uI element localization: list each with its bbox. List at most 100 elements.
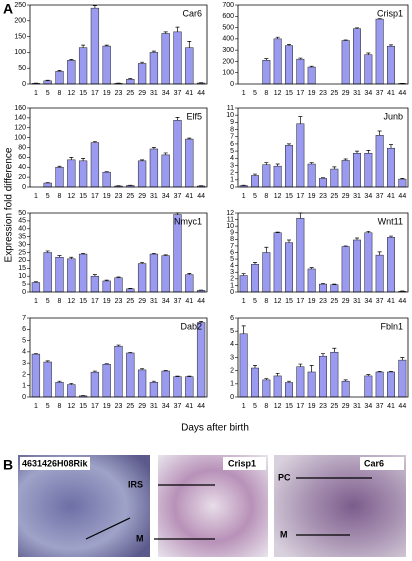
error-bar xyxy=(355,237,359,240)
bar xyxy=(307,371,316,398)
x-tick-label: 23 xyxy=(319,90,327,97)
y-tick-label: 0 xyxy=(22,184,26,191)
x-tick-label: 37 xyxy=(376,403,384,410)
y-tick-label: 60 xyxy=(18,154,26,161)
error-bar xyxy=(389,235,393,238)
x-tick-label: 29 xyxy=(138,403,146,410)
y-tick-label: 100 xyxy=(14,134,26,141)
y-tick-label: 7 xyxy=(22,315,26,322)
chart-title: Wnt11 xyxy=(378,216,403,226)
bar xyxy=(296,366,305,398)
error-bar xyxy=(92,274,97,277)
y-tick-label: 10 xyxy=(18,273,26,280)
bar xyxy=(78,160,88,188)
y-tick-label: 6 xyxy=(230,249,234,256)
y-tick-label: 140 xyxy=(14,115,26,122)
x-tick-label: 5 xyxy=(46,403,50,410)
bar xyxy=(173,31,182,85)
error-bar xyxy=(104,279,109,281)
x-tick-label: 37 xyxy=(376,193,384,200)
x-tick-label: 44 xyxy=(197,193,205,200)
x-tick-label: 8 xyxy=(58,90,62,97)
image-title: 4631426H08Rik xyxy=(22,458,89,468)
x-tick-label: 31 xyxy=(150,193,158,200)
annotation: M xyxy=(136,533,144,543)
bar xyxy=(307,66,316,85)
x-tick-label: 44 xyxy=(398,193,406,200)
error-bar xyxy=(253,173,257,176)
x-tick-label: 23 xyxy=(115,90,123,97)
bar xyxy=(398,178,407,188)
bar xyxy=(67,60,76,85)
image-title: Car6 xyxy=(364,458,384,468)
y-tick-label: 35 xyxy=(18,234,26,241)
error-bar xyxy=(366,52,371,55)
x-tick-label: 15 xyxy=(285,403,293,410)
bar xyxy=(196,322,206,398)
pointer-line xyxy=(85,517,131,540)
bar xyxy=(239,333,248,398)
x-tick-label: 44 xyxy=(398,298,406,305)
bar xyxy=(353,152,361,188)
x-tick-label: 5 xyxy=(253,403,257,410)
x-tick-label: 34 xyxy=(364,403,372,410)
error-bar xyxy=(128,352,133,353)
x-tick-label: 29 xyxy=(342,90,350,97)
error-bar xyxy=(187,375,192,377)
error-bar xyxy=(321,177,325,179)
x-tick-label: 37 xyxy=(376,298,384,305)
x-tick-label: 1 xyxy=(242,298,246,305)
bar xyxy=(387,237,395,293)
y-tick-label: 5 xyxy=(230,256,234,263)
x-tick-label: 5 xyxy=(46,90,50,97)
y-tick-label: 400 xyxy=(222,36,234,43)
error-bar xyxy=(116,344,121,347)
x-tick-label: 29 xyxy=(138,193,146,200)
y-tick-label: 2 xyxy=(230,368,234,375)
error-bar xyxy=(366,374,371,376)
x-tick-label: 8 xyxy=(264,193,268,200)
x-tick-label: 12 xyxy=(274,298,282,305)
y-tick-label: 5 xyxy=(22,337,26,344)
x-tick-label: 12 xyxy=(274,193,282,200)
x-tick-label: 8 xyxy=(264,90,268,97)
y-tick-label: 10 xyxy=(226,223,234,230)
bar xyxy=(43,252,52,293)
error-bar xyxy=(140,368,145,370)
bar xyxy=(307,268,316,293)
label-box xyxy=(20,457,90,470)
y-tick-label: 0 xyxy=(230,394,234,401)
x-tick-label: 41 xyxy=(387,298,395,305)
error-bar xyxy=(45,79,50,81)
y-tick-label: 0 xyxy=(22,394,26,401)
bar xyxy=(102,364,111,398)
bar xyxy=(330,351,339,398)
x-tick-label: 8 xyxy=(58,403,62,410)
y-tick-label: 150 xyxy=(14,33,26,40)
bar xyxy=(364,54,373,85)
x-tick-label: 1 xyxy=(34,90,38,97)
x-tick-label: 31 xyxy=(353,90,361,97)
bar xyxy=(55,71,64,85)
axis xyxy=(237,107,409,188)
x-tick-label: 29 xyxy=(138,298,146,305)
error-bar xyxy=(163,254,168,256)
x-tick-label: 23 xyxy=(319,403,327,410)
micrograph xyxy=(158,455,268,557)
bar xyxy=(67,384,76,398)
bar xyxy=(149,382,159,398)
bar xyxy=(375,135,384,188)
bar xyxy=(330,168,339,188)
bar xyxy=(296,58,305,85)
y-tick-label: 50 xyxy=(18,210,26,217)
y-tick-label: 20 xyxy=(18,257,26,264)
error-bar xyxy=(389,144,393,149)
x-tick-label: 31 xyxy=(353,193,361,200)
error-bar xyxy=(253,262,257,265)
bar xyxy=(43,361,52,398)
bar xyxy=(161,154,170,188)
bar xyxy=(296,123,305,188)
y-tick-label: 0 xyxy=(230,184,234,191)
x-tick-label: 8 xyxy=(264,403,268,410)
